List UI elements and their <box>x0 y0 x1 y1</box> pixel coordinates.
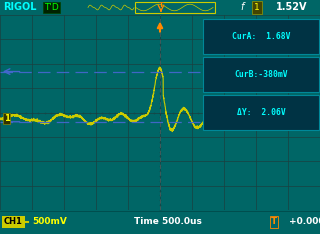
Text: 1: 1 <box>4 114 10 123</box>
Text: CH1: CH1 <box>4 217 23 227</box>
Text: RIGOL: RIGOL <box>3 3 36 12</box>
Text: T: T <box>271 217 277 227</box>
Text: T: T <box>158 2 164 8</box>
Text: +0.0000s: +0.0000s <box>289 217 320 227</box>
Text: CurB:-380mV: CurB:-380mV <box>234 70 288 79</box>
Text: 1: 1 <box>254 3 260 12</box>
FancyBboxPatch shape <box>203 95 319 130</box>
Text: CurA:  1.68V: CurA: 1.68V <box>232 32 290 41</box>
Text: Time 500.0us: Time 500.0us <box>134 217 202 227</box>
Text: f: f <box>240 3 244 12</box>
Text: 1.52V: 1.52V <box>276 3 308 12</box>
FancyBboxPatch shape <box>203 57 319 92</box>
Text: 500mV: 500mV <box>32 217 67 227</box>
Text: ΔY:  2.06V: ΔY: 2.06V <box>236 108 285 117</box>
FancyBboxPatch shape <box>203 19 319 54</box>
Text: T'D: T'D <box>44 3 59 12</box>
